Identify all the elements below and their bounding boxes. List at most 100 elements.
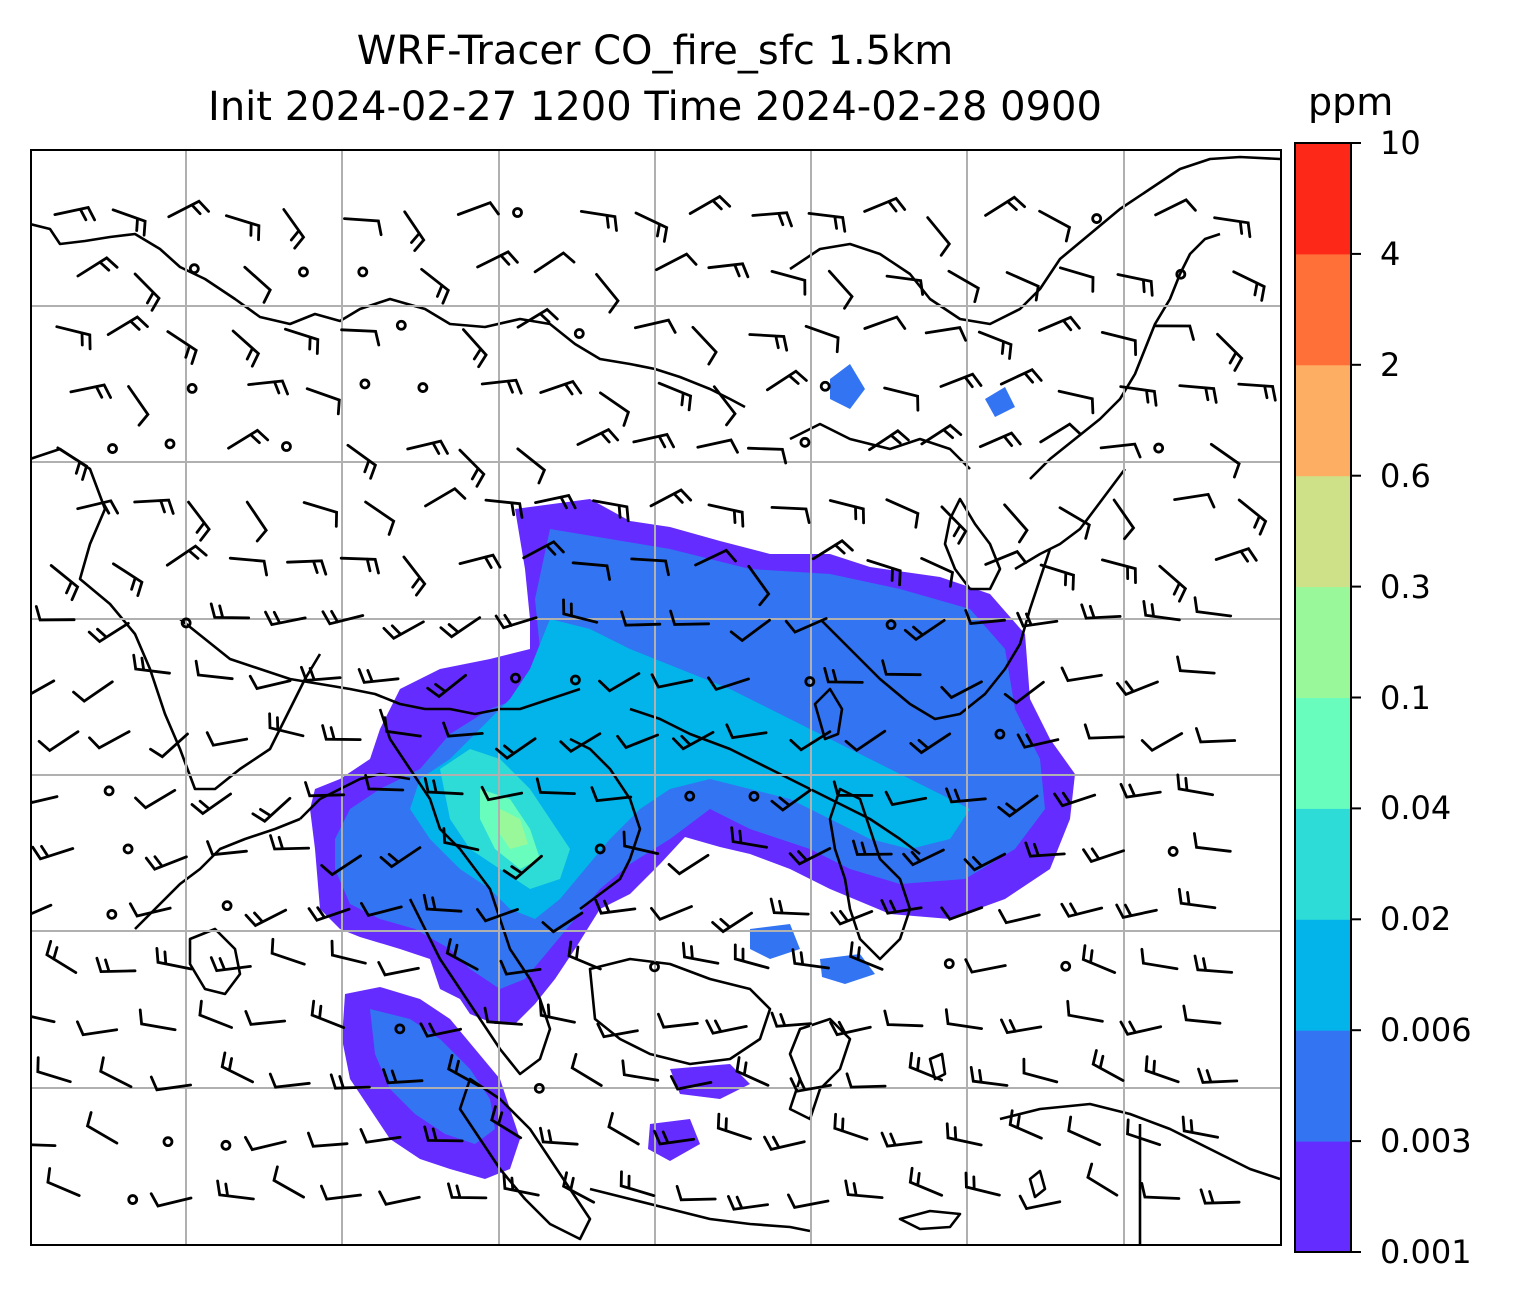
wind-barb [863,315,907,330]
wind-barb [533,251,576,274]
coastline-korea [943,497,1002,591]
coastline-japan2 [1014,468,1127,571]
wind-barb [53,205,96,222]
wind-barb [1154,324,1195,341]
wind-barb-calm [512,207,523,218]
wind-barb [735,1056,770,1087]
wind-barb [251,796,292,823]
wind-barb [787,1193,830,1209]
wind-barb [1199,1188,1241,1205]
wind-barb [1059,266,1095,293]
coastline-borneo [588,957,772,1066]
wind-barb [1173,492,1216,509]
wind-barb [69,383,112,399]
wind-barb [691,325,718,366]
wind-barb [885,274,924,296]
wind-barb [829,1020,872,1037]
wind-barb-calm [819,380,831,392]
map-title-line1: WRF-Tracer CO_fire_sfc 1.5km [356,28,954,74]
wind-barb [1038,209,1072,243]
colorbar-segment [1295,1030,1351,1142]
wind-barb [269,834,310,851]
wind-barb [1060,666,1103,683]
wind-barb [964,609,1006,625]
wind-barb [1140,947,1179,971]
wind-barb [727,1195,769,1211]
wind-barb [462,328,488,369]
wind-barb [480,378,523,395]
wind-barb [490,1105,523,1140]
wind-barb [1193,832,1232,853]
wind-barbs [30,194,1277,1211]
wind-barb [997,794,1039,818]
coastline-small-island2 [928,1052,947,1081]
wind-barb [1091,1049,1125,1082]
wind-barb [733,943,770,970]
colorbar-frame [1294,142,1352,1253]
wind-barb [320,1184,362,1201]
wind-barb [849,941,884,971]
wind-barb [1178,384,1218,404]
colorbar-tick-label: 0.6 [1380,456,1431,495]
wind-barb-calm [127,1194,139,1205]
wind-barb [419,1022,462,1038]
wind-barb [423,777,464,796]
wind-barb-calm [1060,960,1072,972]
wind-barb [339,556,380,575]
wind-barb [112,562,144,597]
wind-barb [30,679,56,696]
wind-barb [1081,944,1117,974]
wind-barb [31,845,75,861]
wind-barb [1182,1004,1222,1025]
coastline-india-east [134,817,301,930]
wind-barb [844,1179,884,1199]
wind-barb [310,999,346,1029]
wind-barb [650,673,694,689]
wind-barb [903,619,946,642]
wind-barb [696,438,739,454]
wind-barb [1197,1067,1239,1084]
wind-barb-calm [188,263,200,275]
wind-barb [247,379,289,396]
wind-barb [1181,1115,1219,1139]
wind-barb [883,386,920,412]
wind-barb [424,486,467,508]
wind-barb [681,941,720,965]
wind-barb [423,1125,464,1143]
coastline-japan [1029,232,1221,480]
wind-barb [1022,1057,1059,1084]
coastline-west [30,222,746,409]
wind-barb [205,731,249,747]
wind-barb [675,1185,717,1202]
wind-barb [1119,385,1158,407]
tracer-plume [310,364,1075,1179]
wind-barb [535,777,576,795]
wind-barb [590,786,633,803]
wind-barb [228,556,268,577]
wind-barb [1100,331,1137,356]
wind-barb [149,1075,192,1092]
coastline-java [589,1187,811,1233]
wind-barb [321,724,362,741]
wind-barb [598,672,641,693]
wind-barb [634,211,669,243]
wind-barb [476,908,519,923]
wind-barb [902,848,945,867]
wind-barb [766,369,808,392]
colorbar-segment [1295,808,1351,920]
wind-barb [194,659,234,681]
wind-barb [134,788,177,810]
coastline-sumatra [458,1077,592,1241]
wind-barb [592,499,630,523]
wind-barb [138,1008,177,1032]
wind-barb-calm [1167,846,1179,857]
wind-barb-calm [994,728,1006,740]
wind-barb [1038,315,1081,332]
wind-barb [1195,727,1237,744]
wind-barb [132,653,171,675]
wind-barb [1003,503,1029,544]
map-panel [30,149,1282,1246]
wind-barb [632,432,675,449]
wind-barb [149,1192,193,1208]
wind-barb [747,564,771,607]
